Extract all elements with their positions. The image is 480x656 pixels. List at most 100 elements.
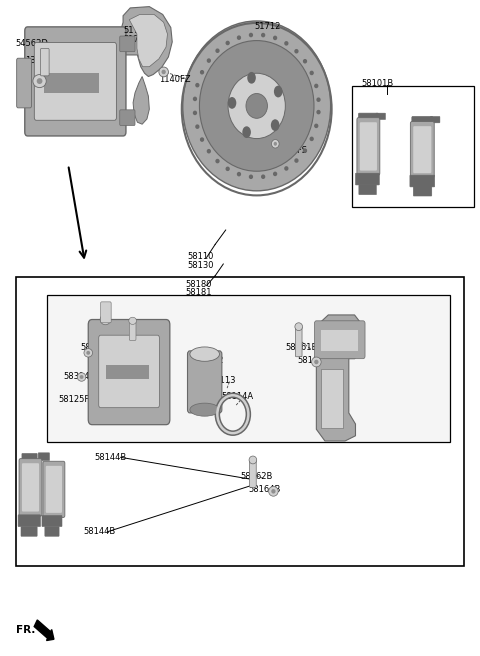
Ellipse shape [207, 58, 211, 63]
Text: 58181: 58181 [185, 288, 212, 297]
Ellipse shape [294, 158, 299, 163]
Ellipse shape [36, 78, 42, 84]
Text: 58110: 58110 [188, 252, 214, 260]
Bar [107, 365, 149, 379]
Text: 51755: 51755 [123, 35, 149, 44]
FancyBboxPatch shape [120, 110, 135, 125]
Text: 58314: 58314 [63, 373, 90, 382]
Circle shape [242, 127, 251, 138]
Ellipse shape [272, 140, 279, 148]
Polygon shape [129, 14, 168, 67]
Ellipse shape [195, 125, 200, 129]
Ellipse shape [237, 172, 241, 176]
Text: 58162B: 58162B [240, 472, 272, 482]
Ellipse shape [246, 94, 267, 118]
Ellipse shape [190, 403, 219, 416]
Ellipse shape [249, 33, 253, 37]
Polygon shape [316, 315, 363, 441]
FancyBboxPatch shape [356, 173, 379, 185]
FancyBboxPatch shape [359, 185, 376, 195]
Text: 1220FS: 1220FS [276, 146, 307, 155]
FancyBboxPatch shape [410, 175, 435, 187]
Ellipse shape [294, 49, 299, 54]
FancyBboxPatch shape [18, 515, 40, 527]
Bar [47, 295, 450, 442]
Ellipse shape [33, 75, 46, 88]
Ellipse shape [199, 41, 314, 171]
Text: 1351JD: 1351JD [25, 56, 55, 65]
Ellipse shape [314, 84, 318, 88]
FancyBboxPatch shape [45, 527, 59, 537]
Ellipse shape [273, 35, 277, 40]
Ellipse shape [237, 35, 241, 40]
Circle shape [228, 97, 236, 109]
FancyArrow shape [34, 620, 54, 640]
Ellipse shape [310, 136, 314, 141]
Text: 58114A: 58114A [221, 392, 253, 401]
Text: 58130: 58130 [188, 261, 214, 270]
Ellipse shape [100, 314, 111, 325]
Ellipse shape [269, 486, 278, 496]
FancyBboxPatch shape [412, 116, 433, 127]
FancyBboxPatch shape [357, 117, 380, 175]
FancyBboxPatch shape [22, 463, 39, 512]
FancyBboxPatch shape [88, 319, 170, 424]
Text: 58144B: 58144B [95, 453, 127, 462]
Text: 51756: 51756 [123, 26, 150, 35]
Text: 58180: 58180 [185, 279, 212, 289]
FancyBboxPatch shape [34, 43, 116, 120]
Ellipse shape [193, 111, 197, 115]
Circle shape [271, 119, 279, 131]
Text: 58161B: 58161B [285, 343, 318, 352]
Bar [321, 330, 359, 351]
Text: 58113: 58113 [209, 376, 236, 385]
Circle shape [247, 72, 256, 84]
Ellipse shape [226, 167, 230, 171]
Ellipse shape [216, 49, 220, 53]
Text: 58125: 58125 [80, 343, 107, 352]
Ellipse shape [207, 149, 211, 154]
FancyBboxPatch shape [42, 516, 62, 527]
Ellipse shape [295, 323, 302, 331]
FancyBboxPatch shape [46, 466, 62, 513]
FancyBboxPatch shape [314, 321, 365, 359]
FancyBboxPatch shape [40, 49, 49, 76]
Ellipse shape [249, 174, 253, 179]
FancyBboxPatch shape [250, 460, 256, 487]
FancyBboxPatch shape [359, 113, 378, 123]
Ellipse shape [190, 347, 219, 361]
FancyBboxPatch shape [101, 302, 111, 323]
Ellipse shape [84, 348, 93, 357]
FancyBboxPatch shape [38, 453, 49, 461]
Text: FR.: FR. [16, 625, 35, 635]
FancyBboxPatch shape [410, 121, 434, 178]
Ellipse shape [200, 70, 204, 75]
Ellipse shape [284, 41, 288, 46]
FancyBboxPatch shape [22, 453, 37, 462]
FancyBboxPatch shape [360, 122, 377, 171]
Ellipse shape [303, 59, 307, 64]
Ellipse shape [216, 159, 220, 163]
FancyBboxPatch shape [17, 58, 32, 108]
Bar [321, 369, 343, 428]
FancyBboxPatch shape [25, 27, 126, 136]
FancyBboxPatch shape [413, 126, 432, 173]
FancyBboxPatch shape [19, 459, 42, 516]
Ellipse shape [314, 359, 319, 364]
FancyBboxPatch shape [376, 113, 385, 119]
FancyBboxPatch shape [431, 116, 440, 123]
Ellipse shape [129, 318, 136, 325]
Circle shape [274, 86, 283, 97]
Ellipse shape [271, 489, 276, 493]
Text: 54562D: 54562D [16, 39, 48, 49]
Ellipse shape [249, 456, 257, 464]
Ellipse shape [303, 148, 307, 153]
FancyBboxPatch shape [188, 351, 222, 413]
Text: 58164B: 58164B [249, 485, 281, 495]
Bar [16, 277, 464, 566]
FancyBboxPatch shape [99, 335, 159, 407]
Polygon shape [120, 7, 172, 77]
Ellipse shape [316, 97, 321, 102]
Ellipse shape [80, 375, 84, 379]
Ellipse shape [193, 96, 197, 101]
